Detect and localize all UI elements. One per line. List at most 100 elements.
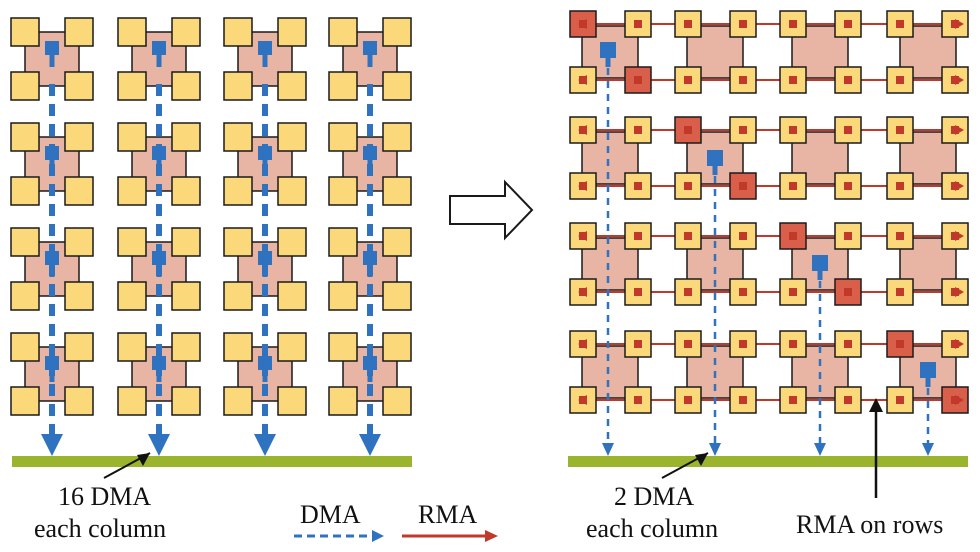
memory-tile — [382, 17, 412, 47]
rma-node — [844, 20, 852, 28]
rma-node — [684, 76, 692, 84]
rma-node — [844, 232, 852, 240]
dma-engine-icon — [152, 251, 166, 265]
dma-engine-icon — [258, 356, 272, 370]
rma-node — [739, 76, 747, 84]
rma-node — [634, 396, 642, 404]
memory-tile — [382, 176, 412, 206]
memory-tile — [171, 227, 201, 257]
dma-column-arrowhead — [814, 443, 826, 456]
memory-tile — [10, 122, 40, 152]
memory-tile — [223, 17, 253, 47]
rma-node — [789, 340, 797, 348]
right-base-bar — [568, 456, 968, 467]
memory-tile — [117, 386, 147, 416]
rma-source-tile — [834, 278, 862, 306]
right-label-line2: each column — [586, 514, 719, 543]
left-label-line1: 16 DMA — [58, 482, 152, 511]
rma-node — [789, 20, 797, 28]
dma-engine-stem — [367, 55, 373, 67]
memory-tile — [834, 66, 862, 94]
rma-node — [739, 20, 747, 28]
rma-node — [844, 182, 852, 190]
memory-tile — [64, 71, 94, 101]
rma-node — [896, 126, 904, 134]
legend-rma-label: RMA — [418, 500, 478, 529]
memory-tile — [223, 122, 253, 152]
memory-tile — [328, 227, 358, 257]
memory-tile — [223, 227, 253, 257]
memory-tile — [10, 332, 40, 362]
memory-tile — [171, 176, 201, 206]
dma-engine-stem — [262, 55, 268, 67]
dma-engine-icon — [707, 150, 723, 166]
memory-tile — [117, 227, 147, 257]
rma-arrowhead — [955, 395, 964, 405]
memory-tile — [382, 227, 412, 257]
rma-arrowhead — [578, 231, 587, 241]
rma-arrowhead — [578, 75, 587, 85]
rma-node — [896, 232, 904, 240]
rma-arrowhead — [955, 75, 964, 85]
memory-tile — [10, 386, 40, 416]
memory-tile — [382, 281, 412, 311]
memory-tile — [223, 332, 253, 362]
rma-arrowhead — [955, 339, 964, 349]
rma-node — [739, 126, 747, 134]
dma-engine-icon — [920, 362, 936, 378]
rma-arrowhead — [578, 287, 587, 297]
memory-tile — [569, 222, 597, 250]
rma-arrowhead — [955, 231, 964, 241]
rma-node — [789, 396, 797, 404]
dma-engine-stem — [712, 165, 718, 175]
memory-tile — [117, 332, 147, 362]
rma-node — [844, 288, 852, 296]
dma-engine-stem — [925, 377, 931, 387]
memory-tile — [886, 10, 914, 38]
memory-tile — [277, 122, 307, 152]
right-label-line1: 2 DMA — [614, 482, 695, 511]
dma-engine-icon — [363, 251, 377, 265]
memory-tile — [64, 122, 94, 152]
memory-tile — [171, 71, 201, 101]
dma-engine-icon — [45, 251, 59, 265]
memory-tile — [171, 332, 201, 362]
dma-column-arrowhead — [359, 434, 381, 456]
memory-tile — [223, 176, 253, 206]
dma-engine-icon — [363, 41, 377, 55]
rma-node — [739, 232, 747, 240]
memory-tile — [171, 122, 201, 152]
rma-node — [896, 340, 904, 348]
memory-tile — [223, 71, 253, 101]
memory-tile — [64, 227, 94, 257]
dma-engine-icon — [812, 255, 828, 271]
dma-column-arrowhead — [709, 443, 721, 456]
rma-arrowhead — [578, 19, 587, 29]
rma-node — [844, 76, 852, 84]
dma-engine-icon — [600, 42, 616, 58]
rma-node — [684, 182, 692, 190]
rma-node — [739, 340, 747, 348]
memory-tile — [10, 176, 40, 206]
rma-arrowhead — [578, 125, 587, 135]
memory-tile — [223, 386, 253, 416]
memory-tile — [64, 176, 94, 206]
dma-engine-icon — [363, 356, 377, 370]
rma-node — [634, 288, 642, 296]
dma-column-arrowhead — [602, 443, 614, 456]
rma-node — [896, 396, 904, 404]
rma-node — [789, 182, 797, 190]
memory-tile — [674, 278, 702, 306]
memory-tile — [328, 71, 358, 101]
dma-engine-icon — [152, 356, 166, 370]
dma-column-arrowhead — [254, 434, 276, 456]
memory-tile — [277, 386, 307, 416]
memory-tile — [277, 227, 307, 257]
memory-tile — [328, 281, 358, 311]
memory-tile — [328, 176, 358, 206]
rma-node — [684, 396, 692, 404]
dma-engine-stem — [605, 57, 611, 67]
memory-tile — [886, 278, 914, 306]
rma-arrowhead — [955, 125, 964, 135]
